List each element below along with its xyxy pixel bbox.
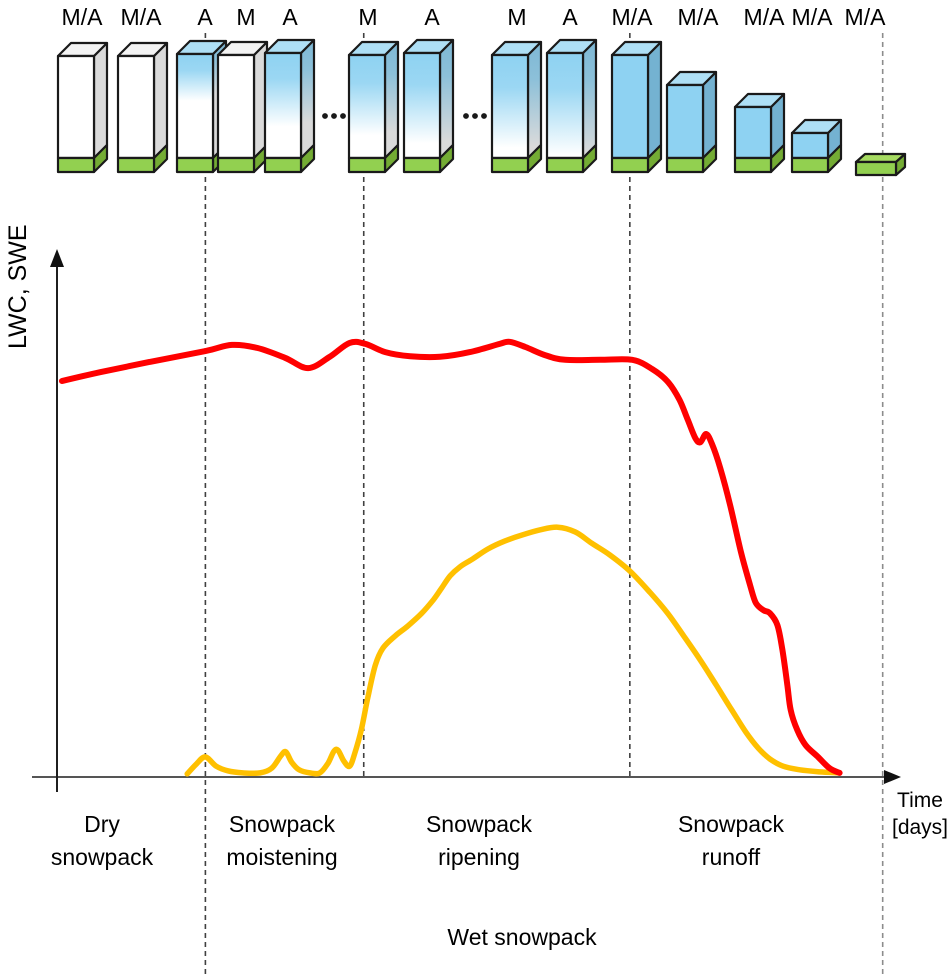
wet-snowpack-region-label: Wet snowpack xyxy=(447,924,597,950)
column-melt-label: M/A xyxy=(791,4,833,30)
column-melt-label: A xyxy=(562,4,578,30)
column-melt-label: M/A xyxy=(677,4,719,30)
swe-curve xyxy=(59,338,843,776)
ellipsis-dots xyxy=(322,113,346,119)
column-melt-label: M xyxy=(507,4,527,30)
phase-label-line: moistening xyxy=(226,844,338,870)
snow-column xyxy=(216,40,269,174)
column-melt-label: A xyxy=(197,4,213,30)
snow-column xyxy=(610,40,663,174)
snow-column xyxy=(790,118,843,174)
phase-label-line: snowpack xyxy=(50,844,154,870)
ellipsis-dots xyxy=(463,113,487,119)
x-axis-label: Time [days] xyxy=(892,787,948,841)
phase-label-line: Snowpack xyxy=(425,811,533,837)
phase-label-line: ripening xyxy=(438,844,520,870)
x-axis-arrow-icon xyxy=(884,770,901,784)
snow-column xyxy=(665,70,718,174)
column-melt-label: A xyxy=(282,4,298,30)
phase-label-line: Dry xyxy=(84,811,120,837)
snow-column xyxy=(490,40,543,174)
phase-label-dry-snowpack: Dry snowpack xyxy=(51,808,153,874)
x-axis-label-line1: Time xyxy=(897,789,943,812)
column-melt-label: M/A xyxy=(120,4,162,30)
snow-column xyxy=(733,92,786,174)
phase-label-snowpack-moistening: Snowpack moistening xyxy=(226,808,337,874)
x-axis-label-line2: [days] xyxy=(891,816,949,839)
snow-column xyxy=(402,38,455,174)
column-melt-label: M xyxy=(358,4,378,30)
snow-column xyxy=(263,38,316,174)
phase-label-line: Snowpack xyxy=(677,811,785,837)
phase-label-line: runoff xyxy=(701,844,761,870)
snow-column xyxy=(545,38,598,174)
y-axis-label: LWC, SWE xyxy=(4,224,32,349)
snow-column xyxy=(854,152,907,177)
column-melt-label: M/A xyxy=(611,4,653,30)
snow-column xyxy=(56,41,109,174)
y-axis-arrow-icon xyxy=(50,249,64,267)
column-melt-label: M/A xyxy=(743,4,785,30)
phase-label-snowpack-runoff: Snowpack runoff xyxy=(678,808,784,874)
phase-label-line: Snowpack xyxy=(228,811,336,837)
phase-label-snowpack-ripening: Snowpack ripening xyxy=(426,808,532,874)
column-melt-label: M xyxy=(236,4,256,30)
column-melt-label: A xyxy=(424,4,440,30)
column-melt-label: M/A xyxy=(61,4,103,30)
snow-column xyxy=(116,41,169,174)
lwc-curve xyxy=(184,524,843,777)
column-melt-label: M/A xyxy=(844,4,886,30)
snow-column xyxy=(347,40,400,174)
